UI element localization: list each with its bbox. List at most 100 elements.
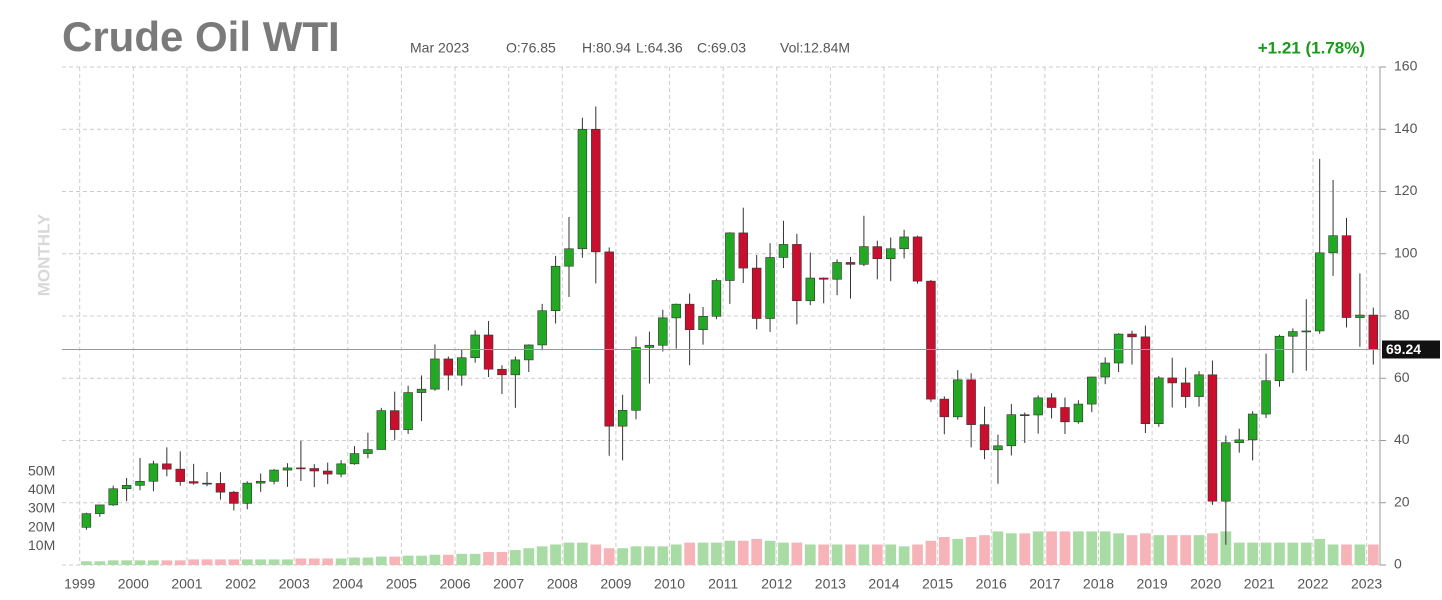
volume-bar (456, 553, 468, 565)
volume-bar (1247, 542, 1259, 565)
candle-body (322, 470, 333, 475)
candle-body (684, 303, 695, 330)
volume-bar (1367, 544, 1379, 565)
x-tick-label: 2000 (118, 576, 149, 592)
volume-bar (295, 558, 307, 565)
volume-bar (174, 560, 186, 565)
candle-body (1113, 333, 1124, 364)
volume-bar (510, 550, 521, 565)
y-tick-label: 160 (1394, 58, 1418, 74)
candle-body (1301, 330, 1311, 333)
candle-body (497, 368, 507, 376)
candle-body (577, 128, 588, 250)
volume-bar (630, 546, 642, 565)
candle-body (1167, 377, 1177, 384)
x-tick-label: 2006 (439, 576, 470, 592)
candle-body (912, 236, 923, 282)
volume-bar (831, 544, 843, 565)
candle-body (510, 359, 521, 376)
volume-bar (1314, 538, 1326, 565)
candle-body (979, 424, 990, 451)
volume-bar (563, 542, 575, 565)
volume-bar (925, 540, 937, 565)
candle-body (269, 469, 279, 482)
volume-bar (871, 544, 883, 565)
candle-body (550, 265, 561, 312)
x-tick-label: 2005 (386, 576, 417, 592)
candle-body (792, 244, 802, 302)
volume-bar (81, 561, 92, 565)
candle-body (229, 491, 239, 504)
candle-body (966, 379, 976, 425)
candle-body (591, 128, 601, 253)
candle-body (725, 232, 735, 281)
x-tick-label: 2018 (1083, 576, 1114, 592)
y-tick-label: 120 (1394, 182, 1418, 198)
volume-bar (724, 540, 736, 565)
x-tick-label: 2011 (708, 576, 738, 592)
candle-body (926, 280, 936, 400)
y-tick-label: 140 (1394, 120, 1418, 136)
volume-bar (1233, 542, 1245, 565)
x-tick-label: 2009 (600, 576, 631, 592)
volume-bar (1099, 531, 1111, 565)
candle-body (162, 463, 172, 470)
candle-body (832, 262, 842, 280)
x-tick-label: 1999 (64, 576, 95, 592)
volume-bar (1113, 533, 1124, 565)
volume-bar (375, 556, 387, 565)
candle-body (993, 445, 1003, 451)
candle-body (564, 248, 574, 267)
candle-body (403, 392, 413, 430)
candle-body (953, 379, 963, 418)
volume-bar (1086, 531, 1098, 565)
period: Mar 2023 (410, 40, 469, 56)
volume-bar (1274, 542, 1285, 565)
volume-bar (442, 554, 454, 565)
volume-bar (1354, 544, 1366, 565)
volume-bar (268, 559, 280, 565)
candle-body (738, 232, 748, 269)
volume-bar (778, 542, 789, 565)
volume-bar (1005, 533, 1017, 565)
x-tick-label: 2003 (279, 576, 310, 592)
y-tick-label: 20 (1394, 493, 1410, 509)
candle-body (658, 317, 668, 346)
candle-body (457, 357, 467, 376)
volume-bar (912, 544, 923, 565)
volume-bar (1193, 535, 1205, 565)
candle-body (1087, 376, 1097, 405)
candle-body (202, 482, 212, 485)
volume-bar (188, 559, 200, 565)
volume-bar (1180, 535, 1191, 565)
volume-tick-label: 50M (28, 462, 55, 478)
volume-bar (389, 556, 401, 565)
x-tick-label: 2020 (1190, 576, 1221, 592)
volume-bar (791, 542, 803, 565)
volume-bar (161, 560, 173, 565)
x-tick-label: 2007 (493, 576, 524, 592)
volume-bar (1046, 531, 1057, 565)
volume-bar (241, 559, 253, 565)
x-tick-label: 2004 (332, 576, 363, 592)
y-tick-label: 40 (1394, 431, 1410, 447)
volume-bar (121, 560, 132, 565)
frequency: MONTHLY (34, 213, 53, 296)
candle-body (885, 248, 896, 260)
volume-bar (684, 542, 695, 565)
volume-bar (228, 559, 240, 565)
volume-bar (322, 558, 334, 565)
volume-bar (1153, 535, 1165, 565)
x-tick-label: 2010 (654, 576, 685, 592)
candle-body (1288, 331, 1298, 337)
candle-body (1368, 314, 1379, 350)
volume-bar (818, 544, 830, 565)
candle-body (296, 467, 306, 470)
volume-bar (107, 560, 119, 565)
volume-bar (215, 559, 226, 565)
candle-body (363, 449, 373, 454)
candle-body (188, 481, 199, 484)
candle-body (1180, 382, 1191, 397)
candle-body (148, 463, 159, 482)
summary-volume: Vol:12.84M (780, 40, 850, 56)
